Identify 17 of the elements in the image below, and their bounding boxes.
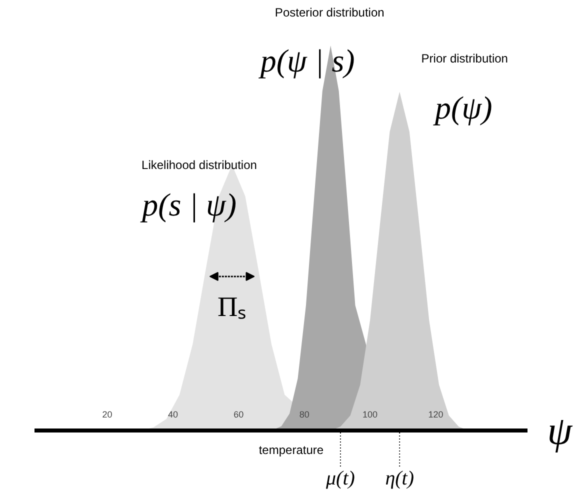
x-axis-title: ψ [547, 408, 574, 454]
x-tick-label: 20 [102, 410, 112, 420]
ref-line-label: μ(t) [325, 468, 356, 490]
x-tick-label: 40 [168, 410, 178, 420]
text: temperature [258, 442, 324, 457]
x-tick-label: 60 [234, 410, 244, 420]
text: Posterior distribution [274, 5, 384, 20]
ref-line-label: η(t) [385, 468, 414, 490]
annotation: p(ψ) [433, 90, 492, 126]
text: Prior distribution [421, 52, 508, 66]
annotation: p(s | ψ) [140, 186, 237, 223]
x-tick-label: 100 [362, 410, 378, 420]
annotation: p(ψ | s) [258, 42, 355, 79]
annotation: Πₛ [217, 292, 247, 323]
x-tick-label: 80 [299, 410, 310, 420]
x-tick-label: 120 [428, 410, 444, 420]
series-label: Likelihood distribution [142, 158, 257, 172]
